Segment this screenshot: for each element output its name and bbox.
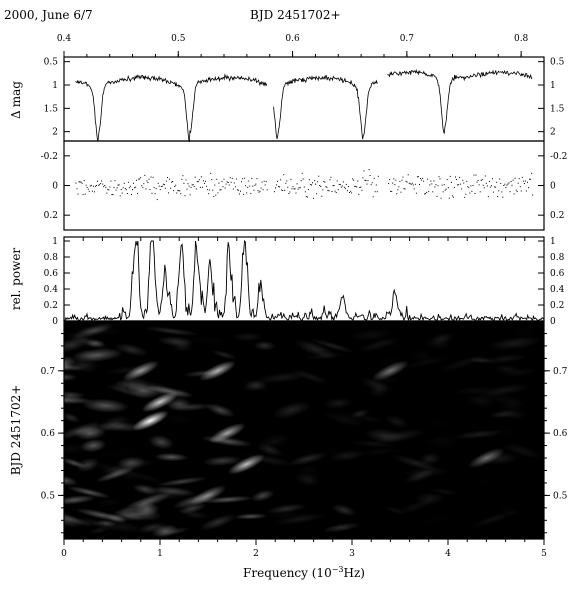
svg-text:0.6: 0.6 — [44, 269, 59, 279]
svg-text:5: 5 — [541, 549, 547, 559]
svg-text:0.6: 0.6 — [41, 429, 56, 439]
svg-text:0.8: 0.8 — [550, 253, 565, 263]
svg-text:0: 0 — [52, 182, 58, 192]
svg-text:0: 0 — [61, 549, 67, 559]
heatmap-ylabel: BJD 2451702+ — [9, 385, 23, 476]
light-curve-series — [75, 68, 533, 143]
svg-text:0.5: 0.5 — [553, 491, 568, 501]
delta-symbol: Δ — [9, 110, 23, 119]
svg-text:0.6: 0.6 — [553, 429, 568, 439]
svg-text:-0.2: -0.2 — [550, 152, 567, 162]
svg-text:0.7: 0.7 — [41, 367, 56, 377]
svg-text:1.5: 1.5 — [550, 104, 565, 114]
residuals-frame — [63, 140, 545, 231]
svg-text:0.4: 0.4 — [550, 285, 565, 295]
svg-text:2: 2 — [550, 128, 556, 138]
svg-text:0.2: 0.2 — [44, 211, 58, 221]
svg-text:1: 1 — [52, 237, 58, 247]
power-spectrum-frame — [63, 236, 545, 322]
date-label: 2000, June 6/7 — [4, 8, 93, 22]
svg-text:0.2: 0.2 — [44, 301, 58, 311]
svg-text:1: 1 — [550, 81, 556, 91]
svg-text:0.2: 0.2 — [550, 301, 564, 311]
svg-text:0.5: 0.5 — [44, 58, 59, 68]
svg-text:4: 4 — [445, 549, 451, 559]
dynamic-spectrum-heatmap — [38, 321, 544, 539]
svg-text:0: 0 — [550, 317, 556, 327]
light-curve-ylabel: Δmag — [9, 81, 23, 119]
svg-text:0.8: 0.8 — [514, 34, 529, 44]
svg-text:1: 1 — [157, 549, 163, 559]
heatmap-frame — [63, 320, 545, 540]
svg-text:0.4: 0.4 — [44, 285, 59, 295]
svg-text:1: 1 — [550, 237, 556, 247]
svg-text:0.2: 0.2 — [550, 211, 564, 221]
residual-points — [75, 169, 534, 201]
svg-text:0.7: 0.7 — [553, 367, 568, 377]
svg-text:3: 3 — [349, 549, 355, 559]
time-axis-title: BJD 2451702+ — [250, 8, 341, 22]
svg-text:0.5: 0.5 — [550, 58, 565, 68]
svg-text:0: 0 — [550, 182, 556, 192]
frequency-xlabel: Frequency (10−3Hz) — [243, 565, 365, 580]
svg-text:0.5: 0.5 — [41, 491, 56, 501]
light-curve-frame — [63, 56, 545, 142]
svg-text:1.5: 1.5 — [44, 104, 59, 114]
svg-text:2: 2 — [253, 549, 259, 559]
power-spectrum-series — [63, 239, 545, 323]
svg-text:0.8: 0.8 — [44, 253, 59, 263]
power-ylabel: rel. power — [9, 248, 23, 311]
svg-text:-0.2: -0.2 — [41, 152, 58, 162]
svg-text:0.6: 0.6 — [550, 269, 565, 279]
svg-text:1: 1 — [52, 81, 58, 91]
svg-text:0.7: 0.7 — [400, 34, 415, 44]
mag-label: mag — [9, 81, 23, 108]
svg-text:2: 2 — [52, 128, 58, 138]
svg-text:0.5: 0.5 — [171, 34, 186, 44]
svg-text:0.4: 0.4 — [57, 34, 72, 44]
svg-text:0.6: 0.6 — [285, 34, 300, 44]
svg-text:0: 0 — [52, 317, 58, 327]
